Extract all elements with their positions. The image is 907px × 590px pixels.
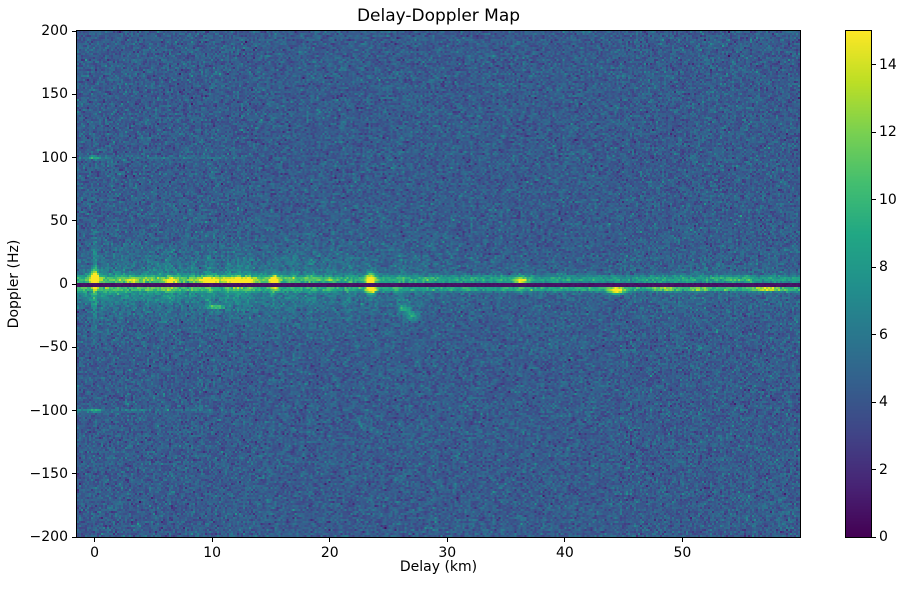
x-tick-label: 0 [90,545,100,561]
x-tick-label: 50 [673,545,692,561]
colorbar-tick-label: 0 [879,529,888,545]
colorbar-tick-mark [872,131,876,133]
y-tick-label: 0 [59,276,68,292]
chart-title: Delay-Doppler Map [356,6,521,26]
colorbar-tick-label: 10 [879,191,897,208]
colorbar-canvas [846,31,871,537]
x-tick-mark [94,538,96,542]
y-tick-label: 150 [41,86,68,103]
colorbar-tick-mark [872,64,876,66]
colorbar-tick-mark [872,401,876,403]
y-tick-label: −50 [38,339,68,356]
colorbar-tick-mark [872,334,876,336]
y-tick-mark [72,93,76,95]
x-tick-label: 40 [555,545,574,561]
colorbar-tick-mark [872,536,876,538]
y-tick-mark [72,410,76,411]
x-tick-mark [446,538,448,542]
colorbar-tick-mark [872,266,876,268]
colorbar-tick-mark [872,199,876,201]
y-tick-label: −200 [29,529,68,545]
y-tick-mark [72,536,76,538]
x-tick-mark [681,538,683,542]
x-axis-label: Delay (km) [399,559,478,575]
y-tick-mark [72,283,76,285]
y-tick-mark [72,346,76,348]
colorbar [845,30,872,538]
x-tick-label: 30 [438,545,457,561]
y-tick-mark [72,220,76,222]
x-tick-label: 10 [203,545,222,561]
y-tick-label: 100 [41,149,68,166]
colorbar-tick-mark [872,469,876,471]
y-tick-label: 50 [50,212,68,229]
heatmap-canvas [77,31,800,537]
colorbar-tick-label: 4 [879,394,888,411]
colorbar-tick-label: 6 [879,326,888,343]
colorbar-tick-label: 2 [879,461,888,478]
plot-area [76,30,801,538]
y-tick-mark [72,157,76,158]
x-tick-label: 20 [320,545,339,561]
y-tick-label: −100 [29,402,68,419]
colorbar-tick-label: 12 [879,124,897,141]
y-tick-label: 200 [41,23,68,39]
y-tick-mark [72,473,76,475]
y-tick-mark [72,30,76,32]
x-tick-mark [329,538,331,542]
colorbar-tick-label: 14 [879,56,897,73]
y-tick-label: −150 [29,465,68,482]
x-tick-mark [211,538,213,542]
x-tick-mark [564,538,566,542]
colorbar-tick-label: 8 [879,259,888,276]
